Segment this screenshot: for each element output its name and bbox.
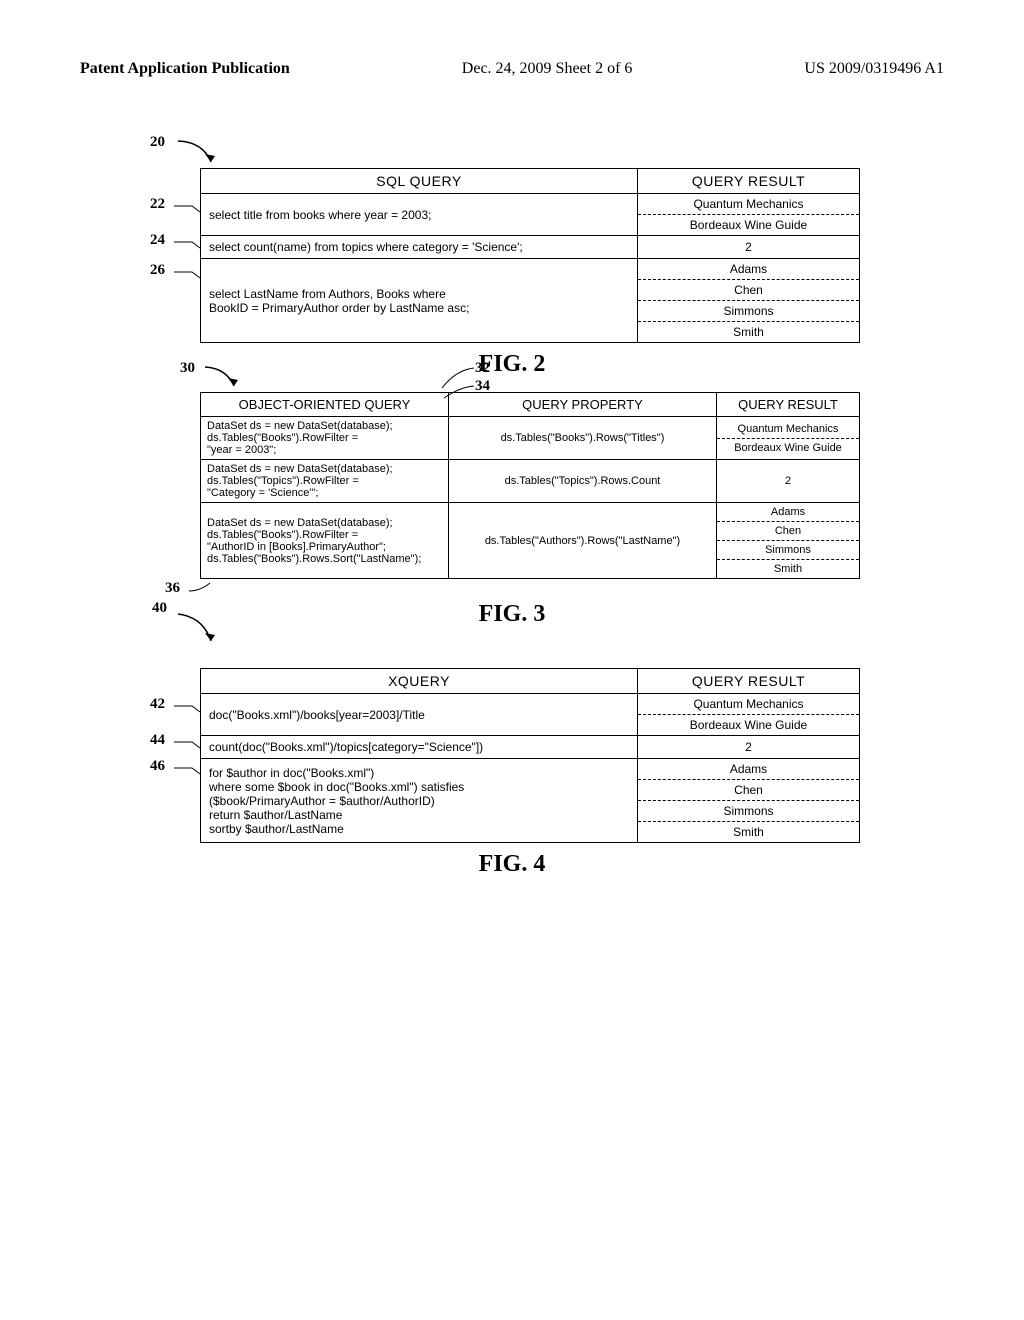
fig3-wrap: 30 32 34 OBJECT-ORIENTED QUERY QUERY PRO… [80, 392, 944, 579]
ref-30: 30 [180, 360, 195, 377]
query-cell: DataSet ds = new DataSet(database); ds.T… [201, 460, 449, 503]
result-value: 2 [638, 237, 859, 257]
query-cell: count(doc("Books.xml")/topics[category="… [201, 736, 638, 759]
result-cell: Adams Chen Simmons Smith [638, 259, 860, 343]
query-cell: DataSet ds = new DataSet(database); ds.T… [201, 417, 449, 460]
result-cell: Quantum Mechanics Bordeaux Wine Guide [717, 417, 860, 460]
prop-cell: ds.Tables("Topics").Rows.Count [449, 460, 717, 503]
result-value: Simmons [638, 800, 859, 821]
col-header: XQUERY [201, 669, 638, 694]
result-value: Adams [717, 503, 859, 521]
table-row: DataSet ds = new DataSet(database); ds.T… [201, 417, 860, 460]
ref-44: 44 [150, 732, 165, 749]
header-left: Patent Application Publication [80, 60, 290, 78]
query-cell: select LastName from Authors, Books wher… [201, 259, 638, 343]
ref-26: 26 [150, 262, 165, 279]
page-header: Patent Application Publication Dec. 24, … [80, 60, 944, 78]
result-value: Smith [638, 821, 859, 842]
page: Patent Application Publication Dec. 24, … [0, 0, 1024, 1320]
table-row: for $author in doc("Books.xml") where so… [201, 759, 860, 843]
header-right: US 2009/0319496 A1 [804, 60, 944, 78]
result-value: 2 [638, 737, 859, 757]
result-cell: Quantum Mechanics Bordeaux Wine Guide [638, 194, 860, 236]
prop-cell: ds.Tables("Authors").Rows("LastName") [449, 503, 717, 579]
prop-cell: ds.Tables("Books").Rows("Titles") [449, 417, 717, 460]
query-cell: for $author in doc("Books.xml") where so… [201, 759, 638, 843]
lead-line-icon [172, 698, 202, 716]
ref-46: 46 [150, 758, 165, 775]
fig2-table: SQL QUERY QUERY RESULT select title from… [200, 168, 860, 343]
ref-22: 22 [150, 196, 165, 213]
ref-42: 42 [150, 696, 165, 713]
result-value: Bordeaux Wine Guide [717, 438, 859, 457]
result-value: Adams [638, 259, 859, 279]
lead-line-icon [172, 234, 202, 252]
fig4-wrap: 42 44 46 XQUERY QUERY RESULT doc("Books.… [80, 668, 944, 843]
result-value: Simmons [717, 540, 859, 559]
query-cell: DataSet ds = new DataSet(database); ds.T… [201, 503, 449, 579]
col-header: QUERY RESULT [638, 669, 860, 694]
col-header: QUERY RESULT [638, 169, 860, 194]
lead-line-icon [172, 198, 202, 216]
ref-24: 24 [150, 232, 165, 249]
lead-line-icon [186, 581, 214, 595]
result-value: Quantum Mechanics [638, 694, 859, 714]
table-row: select LastName from Authors, Books wher… [201, 259, 860, 343]
header-center: Dec. 24, 2009 Sheet 2 of 6 [462, 60, 633, 78]
ref-36: 36 [165, 580, 180, 597]
result-value: Chen [638, 279, 859, 300]
result-cell: Quantum Mechanics Bordeaux Wine Guide [638, 694, 860, 736]
table-row: doc("Books.xml")/books[year=2003]/Title … [201, 694, 860, 736]
col-header: QUERY PROPERTY [449, 393, 717, 417]
fig4-label: FIG. 4 [80, 851, 944, 878]
table-row: select title from books where year = 200… [201, 194, 860, 236]
result-value: Smith [638, 321, 859, 342]
col-header: OBJECT-ORIENTED QUERY [201, 393, 449, 417]
result-cell: 2 [638, 236, 860, 259]
table-row: count(doc("Books.xml")/topics[category="… [201, 736, 860, 759]
fig2-wrap: 20 22 24 26 SQL QUERY QUERY RESULT selec… [80, 168, 944, 343]
ref-40: 40 [152, 600, 167, 617]
arrow-icon [175, 138, 225, 172]
result-value: Quantum Mechanics [638, 194, 859, 214]
table-row: DataSet ds = new DataSet(database); ds.T… [201, 460, 860, 503]
result-value: 2 [717, 472, 859, 490]
query-cell: doc("Books.xml")/books[year=2003]/Title [201, 694, 638, 736]
lead-line-icon [172, 264, 202, 282]
fig4-table: XQUERY QUERY RESULT doc("Books.xml")/boo… [200, 668, 860, 843]
query-cell: select count(name) from topics where cat… [201, 236, 638, 259]
arrow-icon [175, 611, 225, 651]
result-value: Smith [717, 559, 859, 578]
lead-line-icon [172, 734, 202, 752]
arrow-icon [202, 364, 248, 396]
table-row: select count(name) from topics where cat… [201, 236, 860, 259]
result-value: Bordeaux Wine Guide [638, 214, 859, 235]
col-header: SQL QUERY [201, 169, 638, 194]
fig3-table: OBJECT-ORIENTED QUERY QUERY PROPERTY QUE… [200, 392, 860, 579]
col-header: QUERY RESULT [717, 393, 860, 417]
table-row: DataSet ds = new DataSet(database); ds.T… [201, 503, 860, 579]
result-value: Chen [717, 521, 859, 540]
result-value: Simmons [638, 300, 859, 321]
result-cell: 2 [717, 460, 860, 503]
lead-line-icon [172, 760, 202, 778]
lead-line-icon [440, 382, 480, 402]
ref-20: 20 [150, 134, 165, 151]
query-cell: select title from books where year = 200… [201, 194, 638, 236]
result-value: Quantum Mechanics [717, 420, 859, 438]
result-cell: Adams Chen Simmons Smith [717, 503, 860, 579]
result-cell: Adams Chen Simmons Smith [638, 759, 860, 843]
result-value: Chen [638, 779, 859, 800]
result-value: Adams [638, 759, 859, 779]
result-value: Bordeaux Wine Guide [638, 714, 859, 735]
result-cell: 2 [638, 736, 860, 759]
